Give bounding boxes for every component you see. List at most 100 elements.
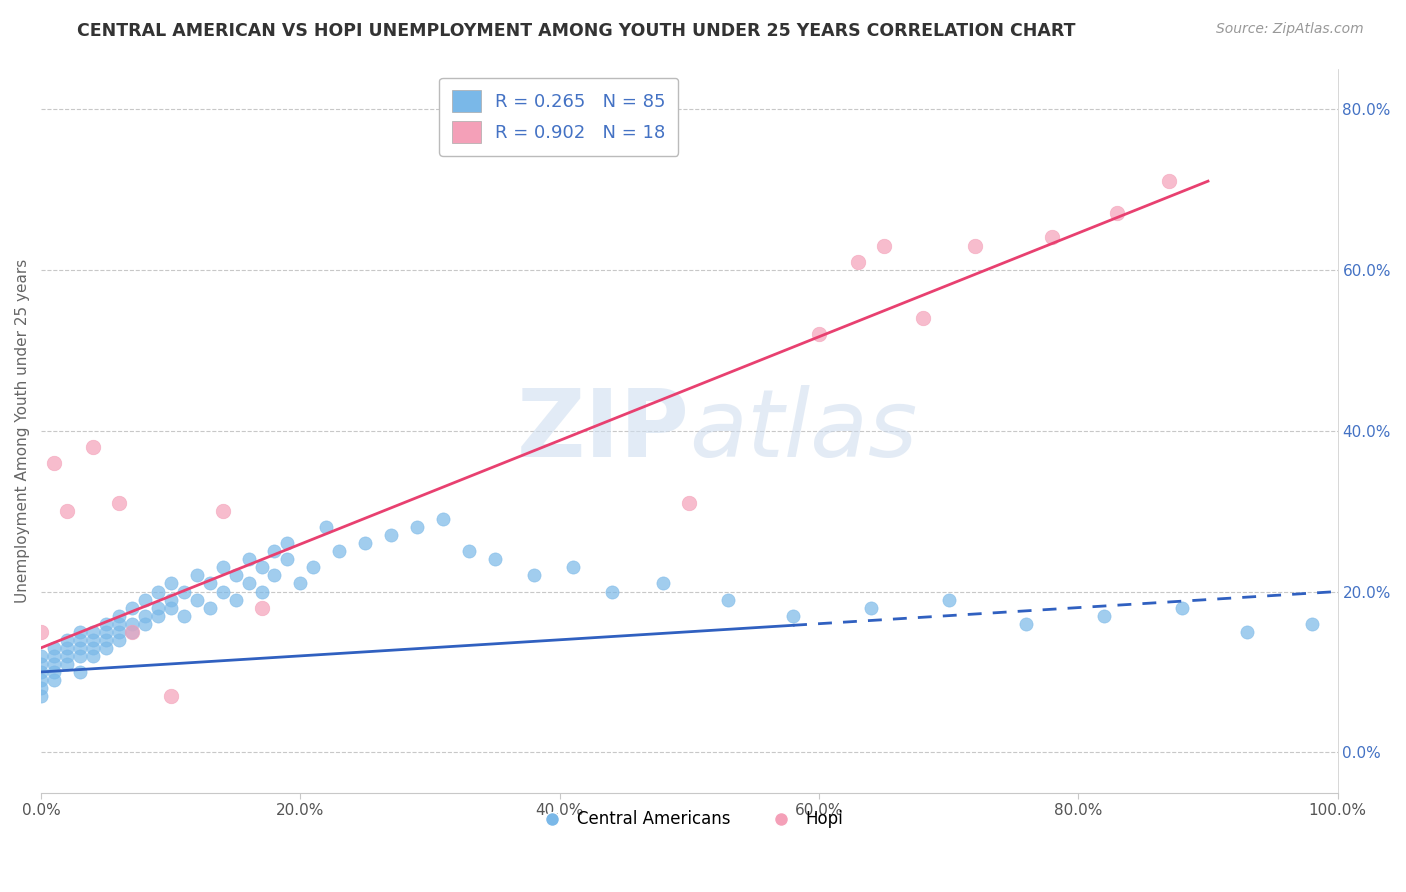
Point [652, 576, 675, 591]
Point [1042, 230, 1064, 244]
Point [42, 673, 65, 687]
Point [846, 254, 869, 268]
Point [198, 600, 221, 615]
Point [159, 592, 181, 607]
Point [263, 544, 285, 558]
Point [56, 632, 79, 647]
Point [276, 536, 298, 550]
Point [225, 592, 247, 607]
Point [121, 624, 143, 639]
Point [108, 496, 131, 510]
Point [250, 560, 273, 574]
Point [94, 640, 117, 655]
Point [808, 326, 831, 341]
Point [108, 616, 131, 631]
Point [146, 608, 169, 623]
Point [561, 560, 583, 574]
Point [121, 600, 143, 615]
Point [56, 640, 79, 655]
Point [380, 528, 402, 542]
Point [963, 238, 986, 252]
Point [159, 600, 181, 615]
Point [186, 568, 208, 582]
Point [328, 544, 350, 558]
Point [173, 608, 195, 623]
Text: CENTRAL AMERICAN VS HOPI UNEMPLOYMENT AMONG YOUTH UNDER 25 YEARS CORRELATION CHA: CENTRAL AMERICAN VS HOPI UNEMPLOYMENT AM… [77, 22, 1076, 40]
Point [432, 512, 454, 526]
Point [523, 568, 546, 582]
Point [30, 673, 52, 687]
Point [938, 592, 960, 607]
Point [94, 616, 117, 631]
Point [108, 624, 131, 639]
Point [82, 648, 104, 663]
Point [276, 552, 298, 566]
Point [56, 648, 79, 663]
Point [225, 568, 247, 582]
Y-axis label: Unemployment Among Youth under 25 years: Unemployment Among Youth under 25 years [15, 259, 30, 603]
Point [69, 632, 91, 647]
Point [134, 608, 156, 623]
Point [1159, 174, 1181, 188]
Point [1236, 624, 1258, 639]
Point [42, 648, 65, 663]
Point [56, 657, 79, 671]
Point [198, 576, 221, 591]
Point [782, 608, 804, 623]
Point [302, 560, 325, 574]
Point [134, 616, 156, 631]
Point [263, 568, 285, 582]
Point [108, 608, 131, 623]
Point [315, 520, 337, 534]
Point [69, 640, 91, 655]
Point [42, 657, 65, 671]
Point [250, 584, 273, 599]
Point [250, 600, 273, 615]
Point [1171, 600, 1194, 615]
Text: atlas: atlas [689, 385, 918, 476]
Point [911, 310, 934, 325]
Point [1107, 206, 1129, 220]
Point [30, 681, 52, 695]
Point [42, 640, 65, 655]
Point [146, 584, 169, 599]
Point [82, 640, 104, 655]
Point [458, 544, 481, 558]
Point [94, 624, 117, 639]
Point [186, 592, 208, 607]
Point [873, 238, 896, 252]
Point [30, 689, 52, 703]
Legend: Central Americans, Hopi: Central Americans, Hopi [529, 804, 851, 835]
Point [484, 552, 506, 566]
Point [354, 536, 377, 550]
Point [600, 584, 623, 599]
Text: Source: ZipAtlas.com: Source: ZipAtlas.com [1216, 22, 1364, 37]
Point [82, 632, 104, 647]
Point [42, 456, 65, 470]
Point [211, 584, 233, 599]
Point [30, 648, 52, 663]
Point [859, 600, 882, 615]
Point [30, 624, 52, 639]
Point [290, 576, 312, 591]
Point [94, 632, 117, 647]
Point [134, 592, 156, 607]
Point [82, 440, 104, 454]
Point [1301, 616, 1323, 631]
Point [211, 560, 233, 574]
Point [717, 592, 740, 607]
Point [1092, 608, 1115, 623]
Point [42, 665, 65, 679]
Point [211, 504, 233, 518]
Point [69, 624, 91, 639]
Point [146, 600, 169, 615]
Point [69, 665, 91, 679]
Point [238, 552, 260, 566]
Point [56, 504, 79, 518]
Point [121, 624, 143, 639]
Point [238, 576, 260, 591]
Point [108, 632, 131, 647]
Point [69, 648, 91, 663]
Point [173, 584, 195, 599]
Point [678, 496, 700, 510]
